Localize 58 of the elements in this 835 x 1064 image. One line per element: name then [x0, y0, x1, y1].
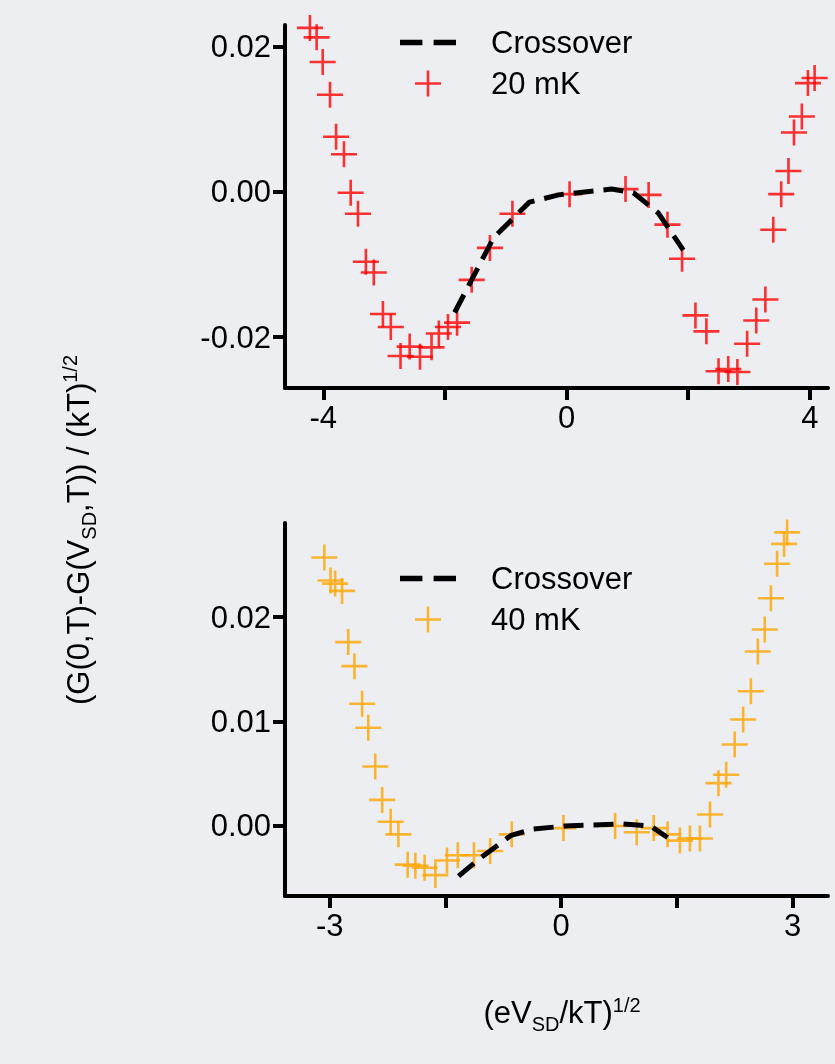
point: [774, 519, 801, 546]
point: [341, 653, 368, 680]
x-tick-label: 3: [783, 908, 802, 943]
point: [682, 302, 709, 329]
y-tick-label: 0.02: [210, 599, 271, 635]
point: [757, 585, 784, 612]
point: [693, 318, 720, 345]
point: [801, 65, 828, 91]
point: [780, 119, 807, 146]
point: [344, 200, 371, 227]
point: [696, 801, 723, 828]
point: [764, 550, 791, 577]
point: [499, 200, 526, 227]
y-tick-label: 0.01: [210, 704, 271, 740]
point: [317, 81, 343, 108]
point: [444, 309, 471, 336]
x-tick-label: -4: [309, 400, 338, 435]
point: [734, 330, 761, 357]
point: [385, 821, 412, 848]
point: [744, 638, 771, 665]
point: [751, 616, 778, 643]
point: [730, 706, 757, 733]
legend-label: 40 mK: [491, 602, 581, 637]
x-axis-title: (eV$_{SD}$/kT)$^{1/2}$: [483, 994, 641, 1036]
point: [355, 714, 382, 741]
point: [330, 141, 357, 168]
legend-label: Crossover: [491, 25, 633, 60]
point: [335, 629, 362, 656]
point: [752, 286, 779, 313]
point: [623, 819, 650, 846]
point: [724, 359, 751, 386]
x-tick-label: -3: [315, 908, 344, 943]
point: [311, 544, 338, 571]
point: [422, 862, 449, 889]
point: [743, 307, 770, 334]
point: [360, 259, 387, 286]
point: [411, 854, 438, 881]
y-tick-label: 0.02: [210, 29, 271, 65]
point: [418, 334, 445, 361]
point: [737, 678, 764, 705]
legend-label: 20 mK: [491, 66, 581, 101]
x-tick-label: 4: [801, 400, 819, 435]
y-tick-label: 0.00: [210, 808, 271, 844]
point: [686, 825, 713, 852]
point: [309, 49, 336, 76]
point: [775, 157, 802, 184]
point: [760, 216, 787, 243]
y-tick-label: -0.02: [200, 319, 271, 355]
x-tick-label: 0: [552, 908, 570, 943]
legend-label: Crossover: [491, 561, 633, 596]
point: [788, 103, 815, 130]
point: [721, 731, 748, 758]
point: [303, 24, 330, 51]
point: [362, 753, 389, 780]
y-tick-label: 0.00: [210, 174, 271, 210]
point: [349, 690, 376, 717]
point: [337, 179, 364, 206]
x-tick-label: 0: [557, 400, 576, 435]
